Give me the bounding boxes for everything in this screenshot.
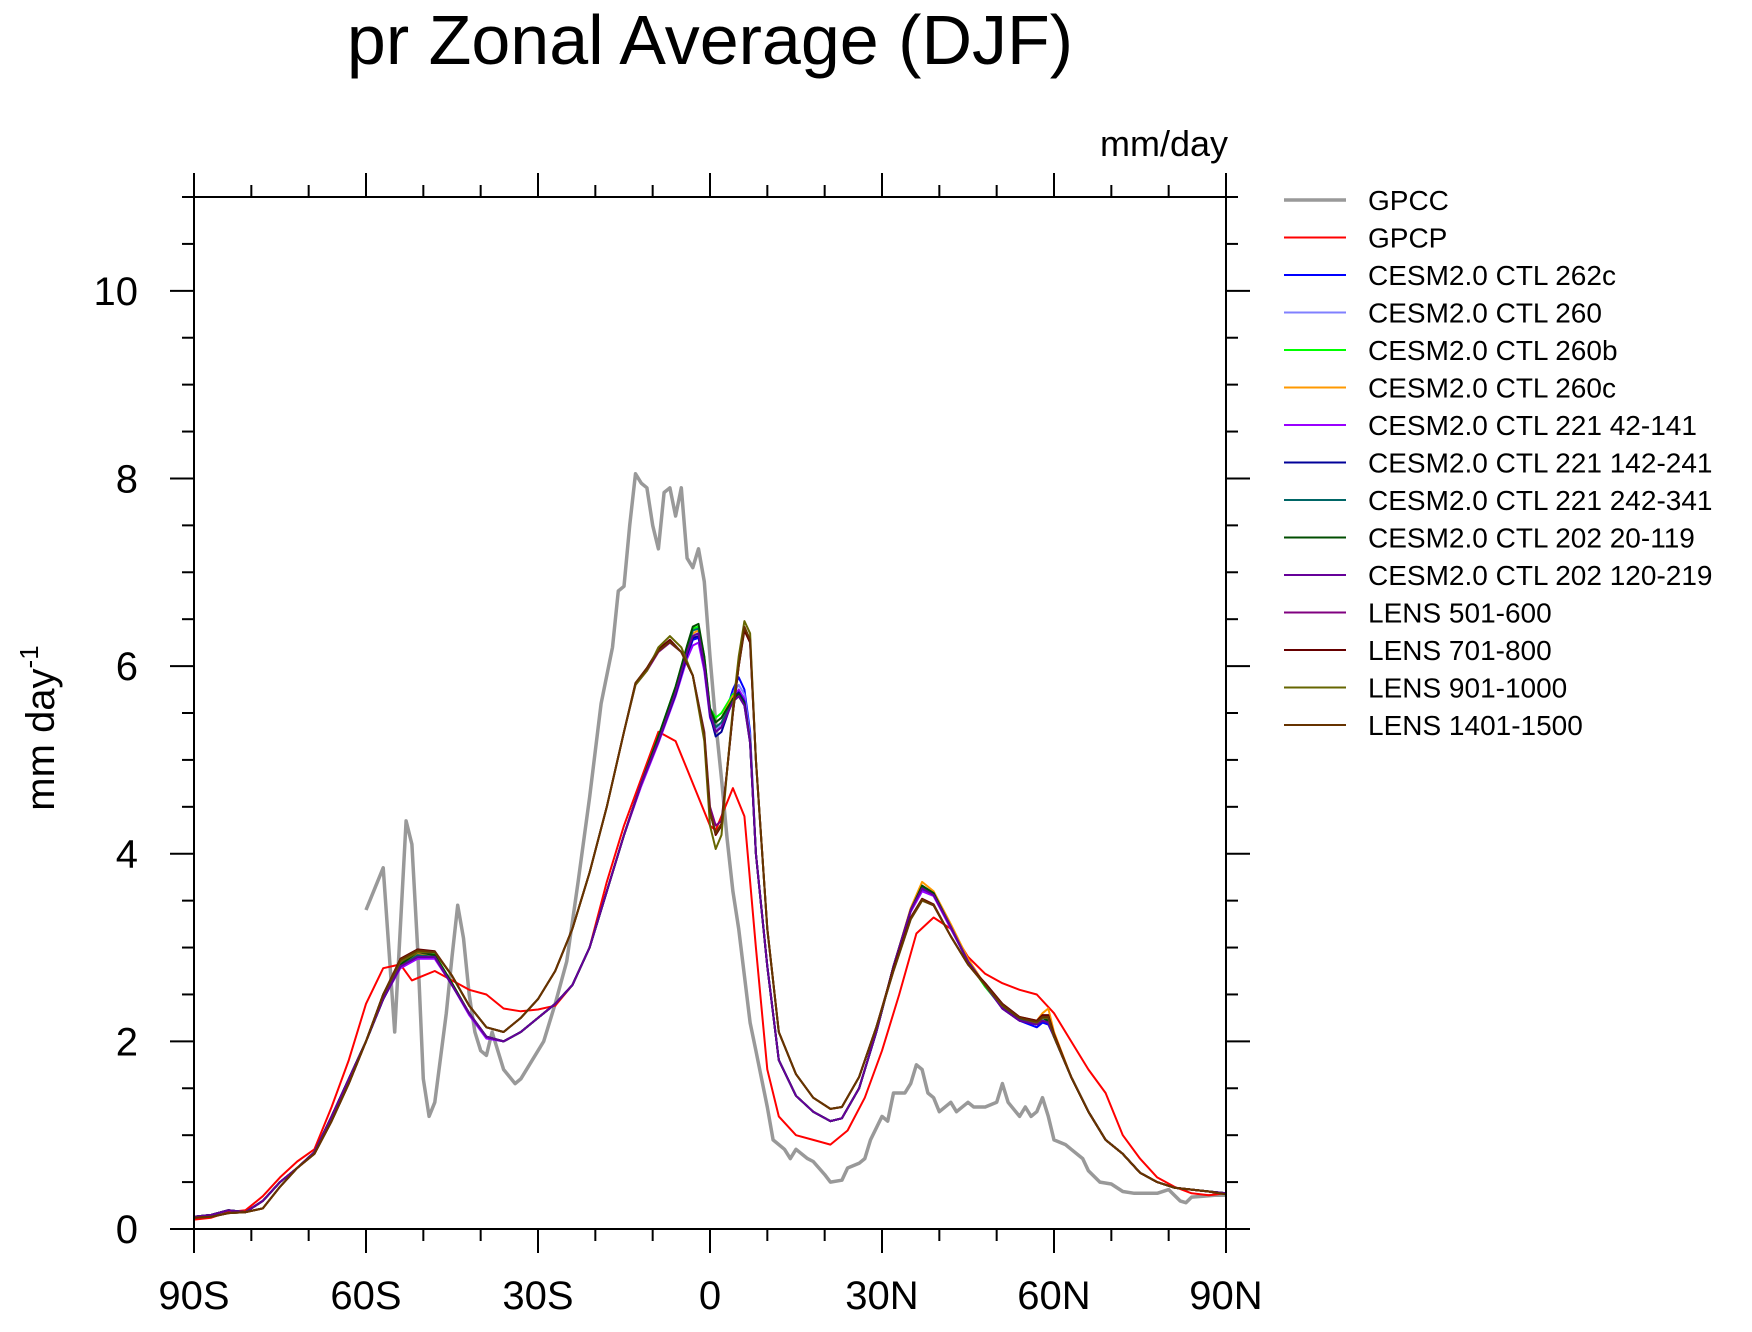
- x-tick-label: 90S: [158, 1274, 229, 1318]
- legend-label: LENS 1401-1500: [1368, 710, 1583, 741]
- x-tick-labels: 90S 60S 30S 0 30N 60N 90N: [158, 1274, 1262, 1318]
- y-tick-label: 0: [116, 1208, 138, 1252]
- y-tick-labels: 0 2 4 6 8 10: [94, 270, 139, 1252]
- y-tick-label: 10: [94, 270, 139, 314]
- tick-marks: [170, 173, 1250, 1253]
- x-tick-label: 30S: [502, 1274, 573, 1318]
- legend-label: GPCP: [1368, 223, 1447, 254]
- y-axis-label-text: mm day: [19, 668, 63, 810]
- y-tick-label: 2: [116, 1020, 138, 1064]
- legend-label: CESM2.0 CTL 262c: [1368, 260, 1616, 291]
- y-axis-label: mm day-1: [14, 645, 63, 810]
- chart-title: pr Zonal Average (DJF): [347, 1, 1073, 79]
- legend-label: CESM2.0 CTL 260: [1368, 298, 1602, 329]
- y-tick-label: 6: [116, 645, 138, 689]
- legend-label: LENS 701-800: [1368, 635, 1552, 666]
- legend-label: CESM2.0 CTL 221 42-141: [1368, 410, 1697, 441]
- series-line-gpcc: [364, 472, 1226, 1205]
- y-tick-label: 8: [116, 457, 138, 501]
- legend-label: CESM2.0 CTL 260b: [1368, 335, 1618, 366]
- series-lines: [193, 472, 1227, 1221]
- legend: GPCC GPCP CESM2.0 CTL 262c CESM2.0 CTL 260 C…: [1284, 185, 1713, 741]
- x-tick-label: 60N: [1017, 1274, 1090, 1318]
- y-axis-label-exponent: -1: [14, 645, 44, 668]
- legend-label: CESM2.0 CTL 202 120-219: [1368, 560, 1713, 591]
- series-line-gpcp: [193, 730, 1227, 1221]
- plot-frame: [193, 196, 1227, 1230]
- legend-label: CESM2.0 CTL 221 242-341: [1368, 485, 1713, 516]
- legend-label: CESM2.0 CTL 260c: [1368, 373, 1616, 404]
- legend-label: CESM2.0 CTL 221 142-241: [1368, 448, 1713, 479]
- y-tick-label: 4: [116, 833, 138, 877]
- x-tick-label: 30N: [845, 1274, 918, 1318]
- x-tick-label: 90N: [1189, 1274, 1262, 1318]
- x-tick-label: 60S: [330, 1274, 401, 1318]
- x-tick-label: 0: [699, 1274, 721, 1318]
- legend-label: LENS 501-600: [1368, 598, 1552, 629]
- legend-label: CESM2.0 CTL 202 20-119: [1368, 523, 1695, 554]
- legend-label: GPCC: [1368, 185, 1449, 216]
- series-line-lens-1401-1500: [193, 625, 1227, 1219]
- series-line-cesm2-0-ctl-202-120-219: [193, 632, 1227, 1218]
- units-label: mm/day: [1100, 123, 1228, 164]
- legend-label: LENS 901-1000: [1368, 673, 1567, 704]
